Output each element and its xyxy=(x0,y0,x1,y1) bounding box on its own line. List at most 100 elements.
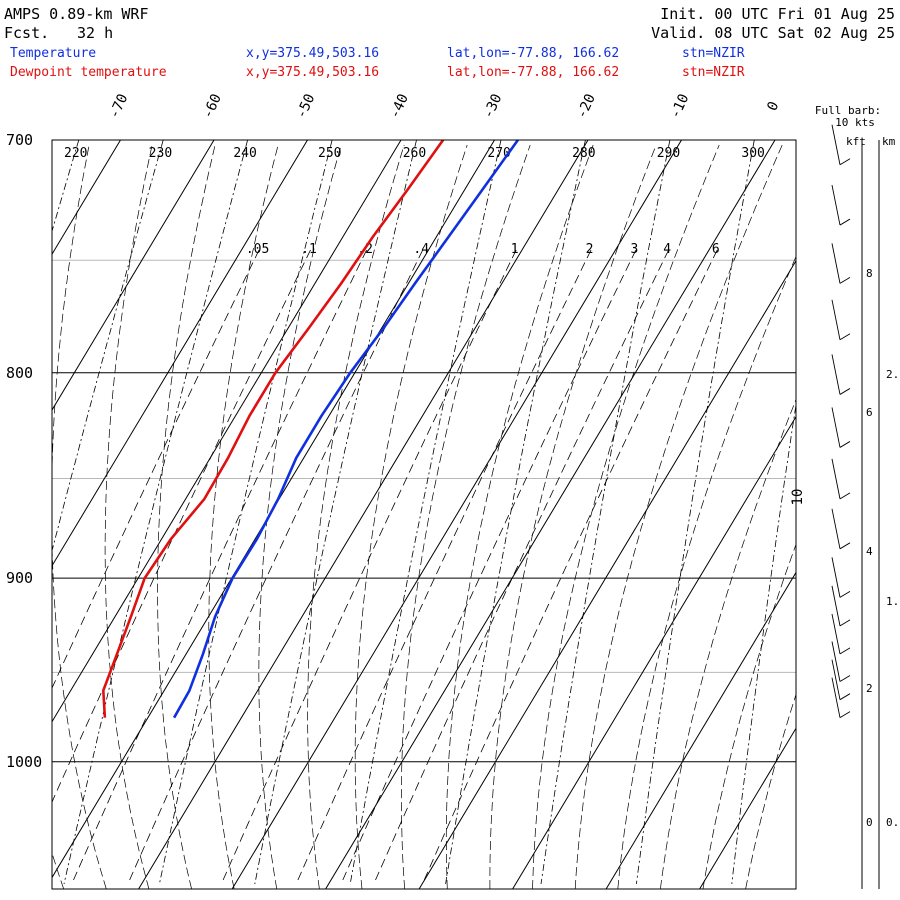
mixing-ratio-line xyxy=(73,249,367,881)
wind-barb-flag xyxy=(839,158,851,166)
wind-barb-flag xyxy=(839,619,851,627)
mixing-ratio-label: 6 xyxy=(712,242,720,257)
mixing-ratio-line xyxy=(375,249,669,881)
dry-adiabat-line xyxy=(445,140,586,885)
wind-barb xyxy=(831,299,841,340)
moist-adiabat-line xyxy=(445,144,594,889)
dry-adiabat-label: 260 xyxy=(403,146,426,161)
wind-barb xyxy=(831,585,841,626)
km-axis-label: km xyxy=(882,135,896,148)
kft-axis-label: kft xyxy=(846,135,866,148)
mixing-ratio-label: .4 xyxy=(413,242,429,257)
wind-barb-flag xyxy=(839,276,851,284)
mixing-ratio-line xyxy=(423,249,718,881)
pressure-tick-label: 900 xyxy=(6,569,33,587)
km-tick-0: 0. xyxy=(886,816,899,829)
moist-adiabat-line xyxy=(617,255,796,889)
legend-dewpoint-stn: stn=NZIR xyxy=(682,65,745,80)
wind-barb-flag xyxy=(839,333,851,341)
legend-dewpoint-coords: x,y=375.49,503.16 xyxy=(246,65,379,80)
isotherm-tick-label: 0 xyxy=(764,99,782,113)
mixing-ratio-label: 2 xyxy=(586,242,594,257)
legend-temperature-coords: x,y=375.49,503.16 xyxy=(246,46,379,61)
isotherm-line xyxy=(52,140,308,567)
dry-adiabat-line xyxy=(540,140,671,885)
moist-adiabat-line xyxy=(532,144,720,889)
plot-frame xyxy=(51,139,797,890)
wind-barb xyxy=(831,243,841,284)
legend-dewpoint-name: Dewpoint temperature xyxy=(10,65,167,80)
isotherm-line xyxy=(325,140,776,889)
moist-adiabat-line xyxy=(660,398,796,889)
mixing-ratio-line xyxy=(297,249,592,881)
barb-legend-line1: Full barb: xyxy=(815,104,881,117)
isotherm-line xyxy=(699,727,796,889)
init-time: Init. 00 UTC Fri 01 Aug 25 xyxy=(660,5,895,23)
moist-adiabat-line xyxy=(208,144,279,889)
isotherm-line xyxy=(138,140,589,889)
isotherm-line xyxy=(418,259,796,889)
dry-adiabat-line xyxy=(52,140,80,233)
mixing-ratio-line xyxy=(342,249,637,881)
dry-adiabat-line xyxy=(827,140,900,884)
wind-barb xyxy=(831,613,841,655)
mixing-ratio-line xyxy=(222,249,517,881)
dry-adiabat-line xyxy=(636,140,755,885)
isotherm-line xyxy=(52,140,402,723)
dry-adiabat-line xyxy=(52,140,164,553)
dry-adiabat-label: 250 xyxy=(318,146,341,161)
moist-adiabat-line xyxy=(354,144,468,889)
isotherm-tick-label: -20 xyxy=(574,91,599,121)
kft-tick-4: 4 xyxy=(866,545,873,558)
pressure-tick-label: 1000 xyxy=(6,753,42,771)
km-tick-1: 1. xyxy=(886,595,899,608)
moist-adiabat-line xyxy=(104,144,153,889)
moist-adiabat-line xyxy=(401,144,531,889)
fcst-value: 32 h xyxy=(77,24,113,42)
wind-barb xyxy=(831,641,841,682)
wind-barb-flag xyxy=(839,590,851,598)
isotherm-line xyxy=(605,571,796,889)
pressure-tick-label: 800 xyxy=(6,364,33,382)
barb-legend-line2: 10 kts xyxy=(835,116,875,129)
dewpoint-profile-line xyxy=(102,140,445,718)
wind-barb-flag xyxy=(839,675,851,682)
dry-adiabat-label: 220 xyxy=(64,146,87,161)
moist-adiabat-line xyxy=(157,144,216,889)
isotherm-line xyxy=(52,140,215,411)
isotherm-tick-label: -50 xyxy=(293,91,318,121)
wind-barb-flag xyxy=(839,711,851,719)
kft-tick-6: 6 xyxy=(866,406,873,419)
wind-barb-flag xyxy=(839,647,851,655)
moist-adiabat-line xyxy=(702,543,796,889)
wind-barb-flag xyxy=(839,441,851,448)
dry-adiabat-line xyxy=(731,401,796,885)
mixing-ratio-line xyxy=(52,249,260,690)
dry-adiabat-label: 230 xyxy=(149,146,172,161)
wind-barb xyxy=(831,354,841,395)
fcst-label: Fcst. xyxy=(4,24,49,42)
dry-adiabat-label: 290 xyxy=(657,146,680,161)
moist-adiabat-line xyxy=(745,693,796,889)
wind-barb xyxy=(831,184,841,226)
mixing-ratio-label: 3 xyxy=(630,242,638,257)
isotherm-line xyxy=(0,140,27,889)
mixing-ratio-label: .05 xyxy=(246,242,269,257)
legend-temperature-name: Temperature xyxy=(10,46,96,61)
dry-adiabat-line xyxy=(63,140,248,885)
dry-adiabat-label: 240 xyxy=(233,146,256,161)
dry-adiabat-line xyxy=(349,140,502,885)
wind-barb xyxy=(831,407,841,448)
isotherm-line xyxy=(52,140,121,256)
moist-adiabat-line xyxy=(307,144,405,889)
mixing-ratio-label: .1 xyxy=(301,242,317,257)
isotherm-tick-label: -40 xyxy=(387,91,412,121)
wind-barb-flag xyxy=(839,492,851,500)
mixing-ratio-line xyxy=(129,249,424,881)
wind-barb xyxy=(831,458,841,499)
moist-adiabat-line xyxy=(52,851,65,889)
wind-barb xyxy=(831,124,841,165)
legend-temperature-stn: stn=NZIR xyxy=(682,46,745,61)
dry-adiabat-line xyxy=(254,140,417,885)
